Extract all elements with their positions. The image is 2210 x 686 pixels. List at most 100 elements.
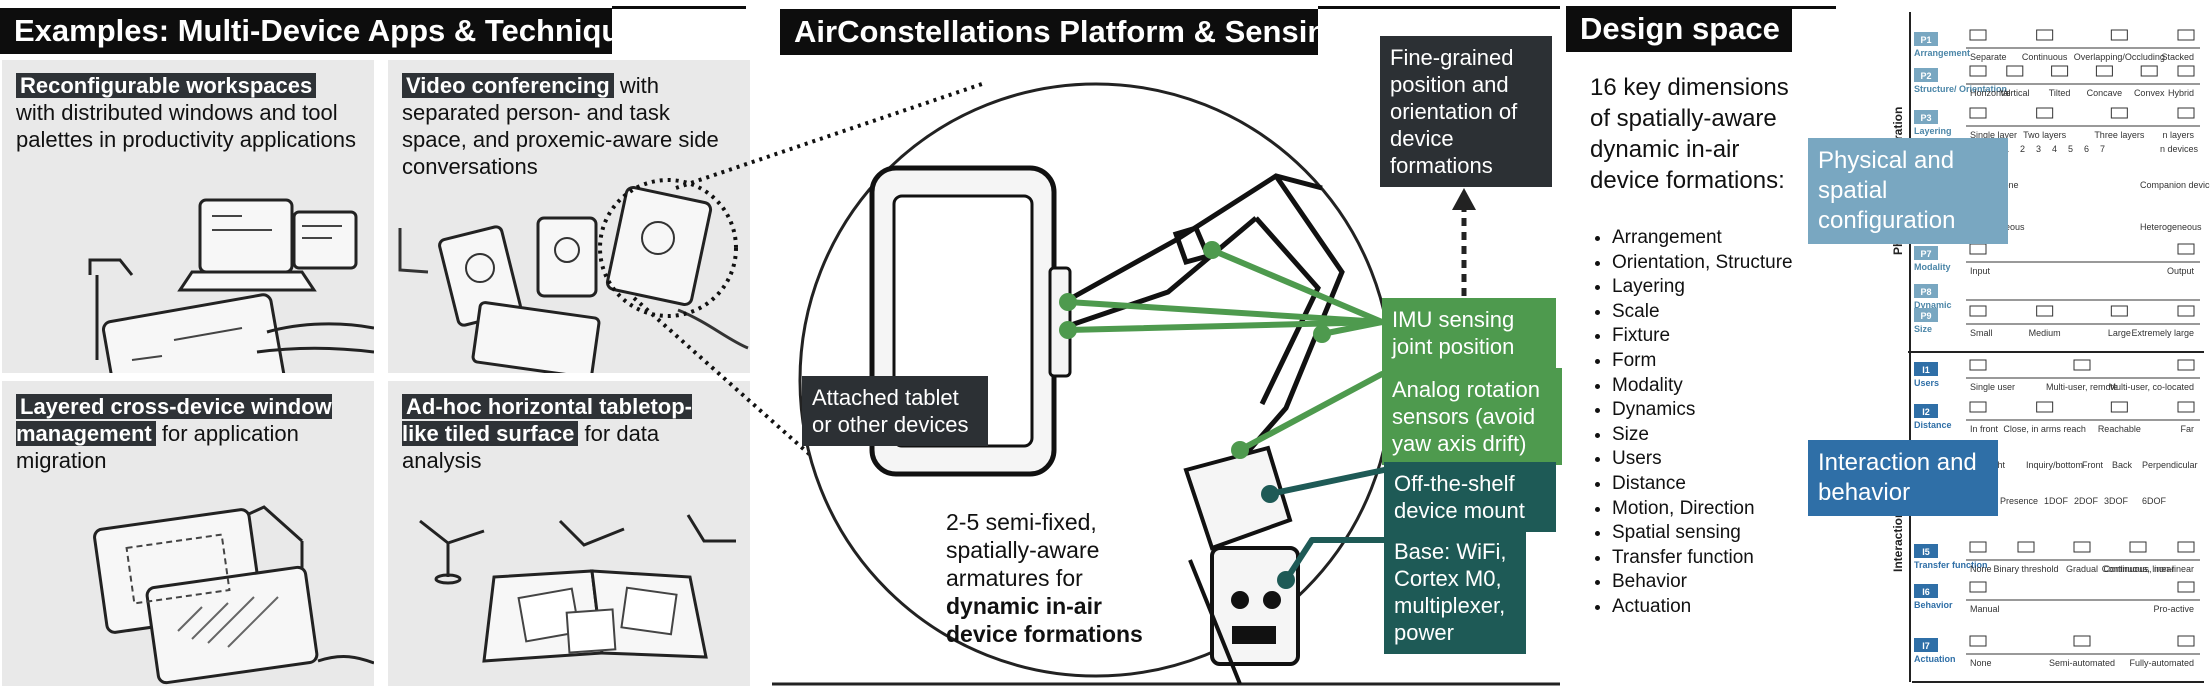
ds-option-glyph [1969, 401, 1987, 413]
ds-option-glyph [2177, 541, 2195, 553]
dimension-item: Dynamics [1612, 398, 1793, 423]
ds-option-glyph [2110, 107, 2128, 119]
panel-workspaces-text: Reconfigurable workspaces with distribut… [16, 72, 356, 153]
ds-option-glyph [1969, 29, 1987, 41]
dimension-item: Motion, Direction [1612, 497, 1793, 522]
ds-code-badge [1914, 544, 1938, 558]
ds-motion-opt: Perpendicular [2142, 460, 2198, 470]
dimension-item: Behavior [1612, 570, 1793, 595]
ds-option-glyph [2177, 305, 2195, 317]
ds-option-glyph [2177, 401, 2195, 413]
dimension-item: Spatial sensing [1612, 521, 1793, 546]
ds-option-glyph [2177, 29, 2195, 41]
ds-option-label: Semi-automated [2049, 658, 2115, 668]
dimension-list: Arrangement Orientation, Structure Layer… [1594, 226, 1793, 620]
ds-option-label: Small [1970, 328, 1993, 338]
ds-code: P1 [1920, 35, 1931, 45]
ds-code: P8 [1920, 287, 1931, 297]
ds-option-glyph [1969, 541, 1987, 553]
dimension-item: Arrangement [1612, 226, 1793, 251]
device-mount-label: Off-the-shelf device mount [1384, 462, 1556, 532]
panel-layered: Layered cross-device window management f… [2, 381, 374, 686]
ds-sensing-opt: Presence [2000, 496, 2038, 506]
ds-option-label: Continuous [2022, 52, 2068, 62]
ds-option-label: Vertical [2000, 88, 2030, 98]
ds-option-glyph [1969, 581, 1987, 593]
panel-workspaces: Reconfigurable workspaces with distribut… [2, 60, 374, 373]
platform-caption: 2-5 semi-fixed, spatially-aware armature… [946, 508, 1176, 648]
ds-option-glyph [1969, 305, 1987, 317]
physical-config-label: Physical and spatial configuration [1808, 138, 2008, 244]
ds-option-label: Multi-user, co-located [2108, 382, 2194, 392]
panel-tabletop-desc: for data analysis [402, 421, 660, 473]
ds-option-label: Pro-active [2153, 604, 2194, 614]
ds-dimension-name: Modality [1914, 262, 1951, 272]
ds-option-glyph [2036, 107, 2054, 119]
ds-code-badge [1914, 110, 1938, 124]
attached-tablet-label: Attached tablet or other devices [802, 376, 988, 446]
ds-option-label: Binary threshold [1993, 564, 2058, 574]
dimension-item: Users [1612, 447, 1793, 472]
ds-option-glyph [1969, 635, 1987, 647]
design-space-header: Design space [1566, 6, 1792, 52]
ds-option-glyph [1969, 243, 1987, 255]
ds-option-label: Overlapping/Occluding [2074, 52, 2165, 62]
ds-motion-opt: Back [2112, 460, 2133, 470]
ds-option-label: In front [1970, 424, 1999, 434]
ds-scale-tick: 5 [2068, 144, 2073, 154]
ds-option-label: Medium [2029, 328, 2061, 338]
ds-option-glyph [2073, 359, 2091, 371]
zoom-line-top [675, 82, 983, 190]
ds-scale-tick: 3 [2036, 144, 2041, 154]
ds-option-label: Separate [1970, 52, 2007, 62]
base-label: Base: WiFi, Cortex M0, multiplexer, powe… [1384, 530, 1526, 654]
ds-option-label: Fully-automated [2129, 658, 2194, 668]
ds-code: P7 [1920, 249, 1931, 259]
ds-code: I5 [1922, 547, 1930, 557]
panel-layered-text: Layered cross-device window management f… [16, 393, 356, 474]
ds-code-badge [1914, 584, 1938, 598]
ds-option-label: Three layers [2094, 130, 2145, 140]
ds-dimension-name: Size [1914, 324, 1932, 334]
ds-option-label: Close, in arms reach [2003, 424, 2086, 434]
ds-option-label: Continuous, non-linear [2103, 564, 2194, 574]
ds-option-label: None [1970, 658, 1992, 668]
panel-tabletop-text: Ad-hoc horizontal tabletop-like tiled su… [402, 393, 698, 474]
ds-option-glyph [2177, 107, 2195, 119]
ds-dimension-name: Arrangement [1914, 48, 1970, 58]
panel-video: Video conferencing with separated person… [388, 60, 750, 373]
ds-code: I1 [1922, 365, 1930, 375]
ds-code-badge [1914, 284, 1938, 298]
ds-option-label: n layers [2162, 130, 2194, 140]
ds-option-glyph [2095, 65, 2113, 77]
platform-caption-plain: 2-5 semi-fixed, spatially-aware armature… [946, 509, 1100, 591]
dimension-item: Modality [1612, 374, 1793, 399]
panel-video-desc: with separated person- and task space, a… [402, 73, 719, 179]
ds-option-label: Manual [1970, 604, 2000, 614]
ds-option-label: Continuous, linear [2102, 564, 2175, 574]
ds-code-badge [1914, 308, 1938, 322]
ds-option-label: Input [1970, 266, 1991, 276]
ds-heterogeneous: Heterogeneous [2140, 222, 2202, 232]
dimension-item: Layering [1612, 275, 1793, 300]
ds-option-label: Gradual [2066, 564, 2098, 574]
ds-option-glyph [1969, 65, 1987, 77]
ds-scale-tick: 7 [2100, 144, 2105, 154]
ds-option-label: Reachable [2098, 424, 2141, 434]
ds-option-glyph [2110, 29, 2128, 41]
ds-scale-tick: 6 [2084, 144, 2089, 154]
ds-option-label: Convex [2134, 88, 2165, 98]
imu-sensing-label: IMU sensing joint position [1382, 298, 1556, 368]
ds-sensing-opt: 2DOF [2074, 496, 2099, 506]
ds-option-glyph [2177, 581, 2195, 593]
fine-grained-label: Fine-grained position and orientation of… [1380, 36, 1552, 187]
design-space-intro: 16 key dimensions of spatially-aware dyn… [1590, 74, 1789, 194]
design-space-header-rule [1792, 6, 1836, 9]
ds-option-label: Horizontal [1970, 88, 2011, 98]
ds-option-glyph [2110, 305, 2128, 317]
ds-scale-tick: n devices [2160, 144, 2199, 154]
ds-dimension-name: Structure/ Orientation [1914, 84, 2007, 94]
dimension-item: Orientation, Structure [1612, 251, 1793, 276]
ds-code: P2 [1920, 71, 1931, 81]
